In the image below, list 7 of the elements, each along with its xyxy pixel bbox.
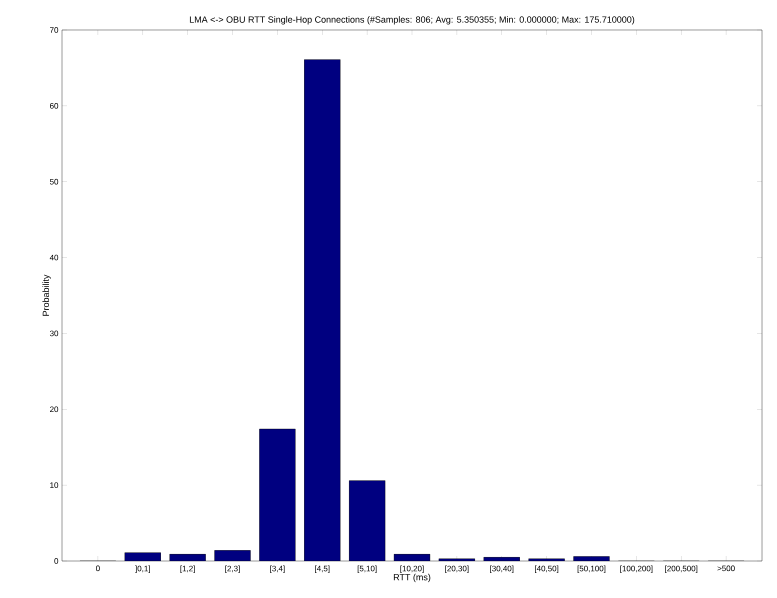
chart-title: LMA <-> OBU RTT Single-Hop Connections (#Samples: 806; Avg: 5.350355; Min: 0.000000; Max: 175.710000) [190, 16, 634, 24]
x-axis-title: RTT (ms) [394, 574, 430, 582]
bar [259, 429, 296, 561]
bar [304, 60, 340, 561]
y-axis-title: Probability [42, 274, 51, 316]
bar [214, 550, 250, 561]
bar [349, 480, 386, 561]
